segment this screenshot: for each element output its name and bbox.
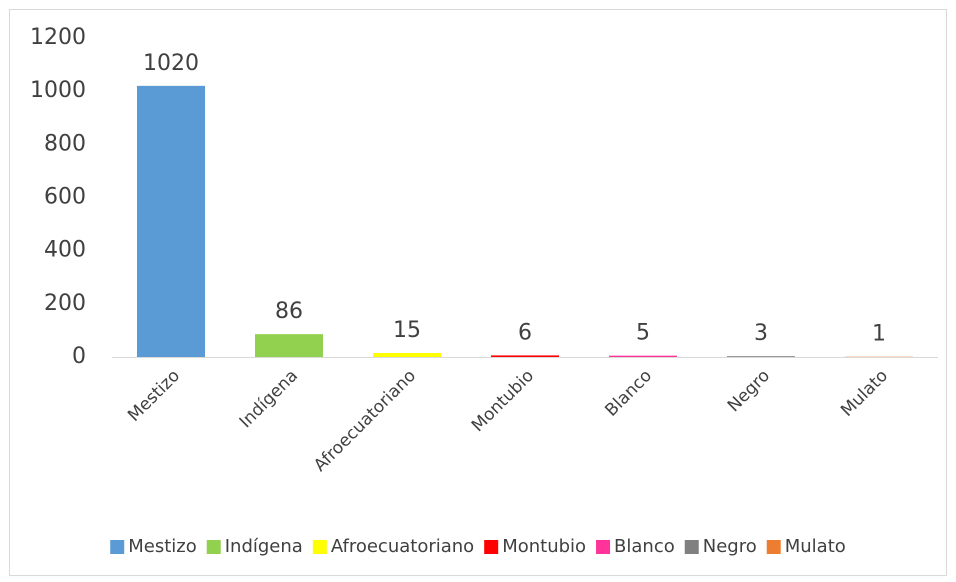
bar: [373, 353, 441, 357]
data-label: 1020: [143, 51, 199, 76]
data-label: 3: [754, 321, 768, 346]
y-tick-label: 400: [44, 238, 86, 263]
legend-label: Indígena: [225, 536, 303, 557]
legend-swatch: [767, 540, 781, 554]
legend-swatch: [596, 540, 610, 554]
y-tick-label: 1200: [30, 25, 86, 50]
bar: [727, 356, 795, 357]
y-tick-label: 0: [72, 344, 86, 369]
bar: [609, 356, 677, 357]
bar: [137, 86, 205, 357]
data-label: 86: [275, 299, 303, 324]
legend-swatch: [207, 540, 221, 554]
legend-label: Blanco: [614, 536, 675, 557]
bar: [491, 355, 559, 357]
legend-label: Afroecuatoriano: [331, 536, 474, 557]
data-label: 5: [636, 321, 650, 346]
y-tick-label: 800: [44, 131, 86, 156]
legend-label: Negro: [703, 536, 757, 557]
y-tick-label: 1000: [30, 78, 86, 103]
bar: [255, 334, 323, 357]
legend-label: Montubio: [502, 536, 586, 557]
data-label: 6: [518, 320, 532, 345]
legend-label: Mulato: [785, 536, 846, 557]
legend-label: Mestizo: [128, 536, 197, 557]
legend-swatch: [313, 540, 327, 554]
y-tick-label: 200: [44, 291, 86, 316]
legend-swatch: [685, 540, 699, 554]
legend-swatch: [484, 540, 498, 554]
data-label: 15: [393, 318, 421, 343]
legend-swatch: [110, 540, 124, 554]
y-tick-label: 600: [44, 185, 86, 210]
data-label: 1: [872, 322, 886, 347]
